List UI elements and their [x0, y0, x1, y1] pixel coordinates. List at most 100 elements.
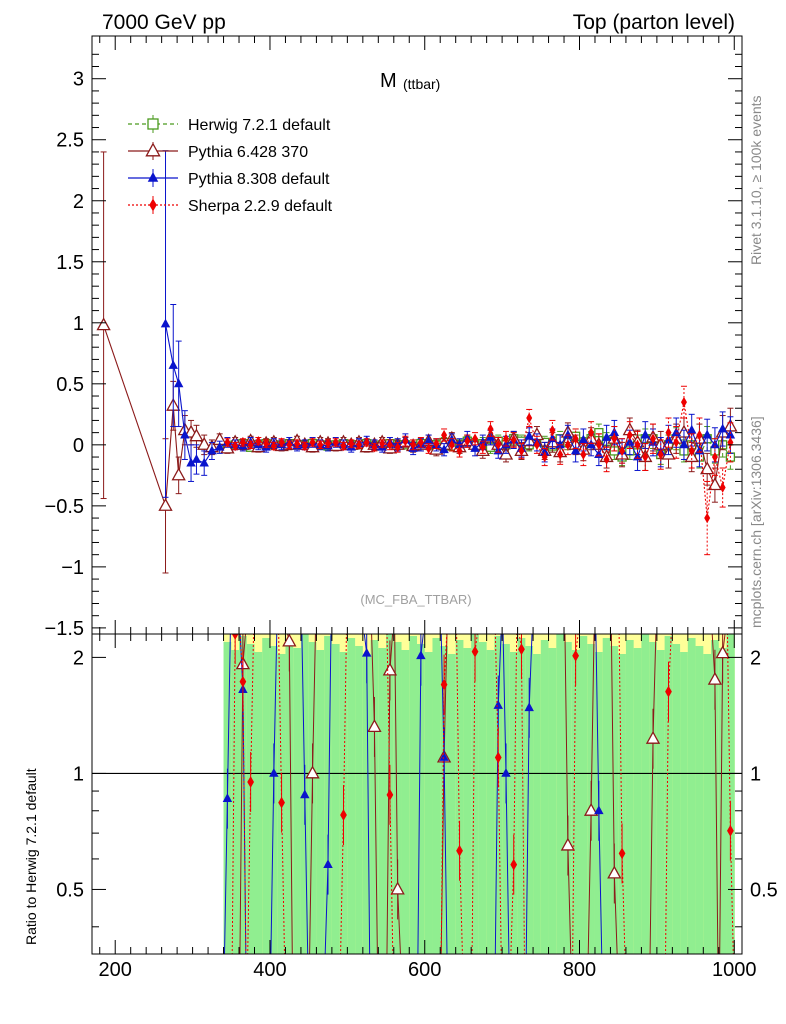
uncertainty-band-inner [478, 642, 488, 954]
data-point [572, 433, 579, 444]
data-point [657, 449, 664, 460]
data-point [286, 439, 293, 451]
data-point [454, 439, 465, 449]
data-point [379, 438, 386, 449]
uncertainty-band-inner [378, 648, 387, 954]
uncertainty-band-inner [447, 654, 457, 954]
series-1 [96, 151, 738, 574]
data-point [696, 429, 703, 441]
uncertainty-band-inner [633, 648, 642, 954]
ratio-point [715, 645, 730, 659]
ratio-point [572, 649, 580, 662]
data-point [601, 432, 612, 441]
ratio-y-tick-label: 0.5 [56, 879, 84, 901]
uncertainty-band-inner [316, 650, 325, 954]
y-tick-label: −1 [61, 557, 84, 579]
data-point [186, 457, 196, 467]
y-tick-label: −1.5 [45, 618, 84, 640]
ratio-point [222, 793, 233, 803]
data-point [371, 442, 378, 453]
data-point [348, 438, 355, 449]
data-point [294, 438, 301, 449]
data-point [470, 443, 480, 452]
y-tick-label: 1.5 [56, 252, 84, 274]
data-point [439, 444, 449, 454]
data-point [578, 434, 589, 444]
data-point [355, 439, 362, 451]
data-point [332, 437, 339, 448]
analysis-watermark: (MC_FBA_TTBAR) [360, 592, 471, 607]
uncertainty-band-inner [525, 646, 534, 954]
data-point [160, 318, 171, 328]
legend-marker [147, 172, 159, 182]
ratio-point [471, 645, 479, 658]
data-point [680, 396, 687, 408]
data-point [180, 429, 190, 439]
ratio-series-2 [231, 634, 734, 954]
data-point [394, 442, 401, 453]
uncertainty-band-inner [494, 636, 503, 954]
data-point [317, 439, 324, 451]
x-tick-label: 800 [563, 959, 596, 981]
data-point [510, 434, 517, 446]
y-tick-label: 3 [73, 69, 84, 91]
ratio-point [727, 824, 734, 837]
header-right: Top (parton level) [573, 11, 735, 34]
data-point [688, 445, 695, 457]
data-point [448, 439, 455, 451]
uncertainty-band-inner [355, 646, 364, 954]
data-point [642, 451, 649, 463]
ratio-point [361, 647, 372, 657]
x-tick-label: 600 [408, 959, 441, 981]
series-line [227, 402, 731, 519]
uncertainty-band-inner [417, 644, 426, 954]
data-point [727, 437, 734, 448]
data-point [191, 454, 202, 463]
ratio-y-tick-label-right: 0.5 [750, 879, 778, 901]
data-point [549, 424, 556, 436]
mcplots-label: mcplots.cern.ch [arXiv:1306.3436] [748, 416, 764, 628]
uncertainty-band-inner [293, 648, 302, 954]
data-point [224, 437, 231, 448]
data-point [702, 429, 712, 439]
series-line [103, 325, 731, 507]
ratio-point [494, 751, 502, 764]
data-point [309, 437, 316, 448]
uncertainty-band-inner [618, 654, 627, 954]
ratio-point [501, 768, 511, 777]
uncertainty-band-inner [331, 644, 341, 954]
uncertainty-band-inner [711, 640, 720, 954]
uncertainty-band-inner [324, 636, 333, 954]
ratio-point [390, 881, 405, 895]
legend-entry: Herwig 7.2.1 default [128, 115, 331, 134]
uncertainty-band-inner [726, 634, 735, 954]
data-point [518, 445, 525, 457]
data-point [555, 439, 565, 449]
ratio-point [510, 858, 518, 871]
legend-entry: Pythia 6.428 370 [128, 142, 308, 161]
data-point [214, 441, 225, 451]
data-point [564, 439, 571, 451]
uncertainty-band-inner [409, 636, 418, 954]
ratio-point [560, 837, 576, 851]
data-point [325, 438, 332, 449]
data-point [199, 457, 209, 467]
uncertainty-band-inner [533, 654, 542, 954]
uncertainty-band-inner [718, 648, 728, 954]
ratio-ylabel: Ratio to Herwig 7.2.1 default [23, 768, 39, 945]
x-tick-label: 1000 [712, 959, 757, 981]
ratio-frame [91, 633, 743, 955]
ratio-point [300, 789, 310, 799]
legend-entry: Sherpa 2.2.9 default [128, 196, 333, 215]
uncertainty-band-inner [687, 638, 697, 954]
uncertainty-band-inner [347, 638, 356, 954]
data-point [640, 429, 650, 439]
y-tick-label: −0.5 [45, 496, 84, 518]
data-point [255, 435, 262, 447]
data-point [363, 437, 370, 448]
uncertainty-band-inner [471, 634, 480, 954]
ratio-point [340, 809, 347, 821]
ratio-series-0 [235, 634, 730, 954]
uncertainty-band-inner [424, 652, 433, 954]
